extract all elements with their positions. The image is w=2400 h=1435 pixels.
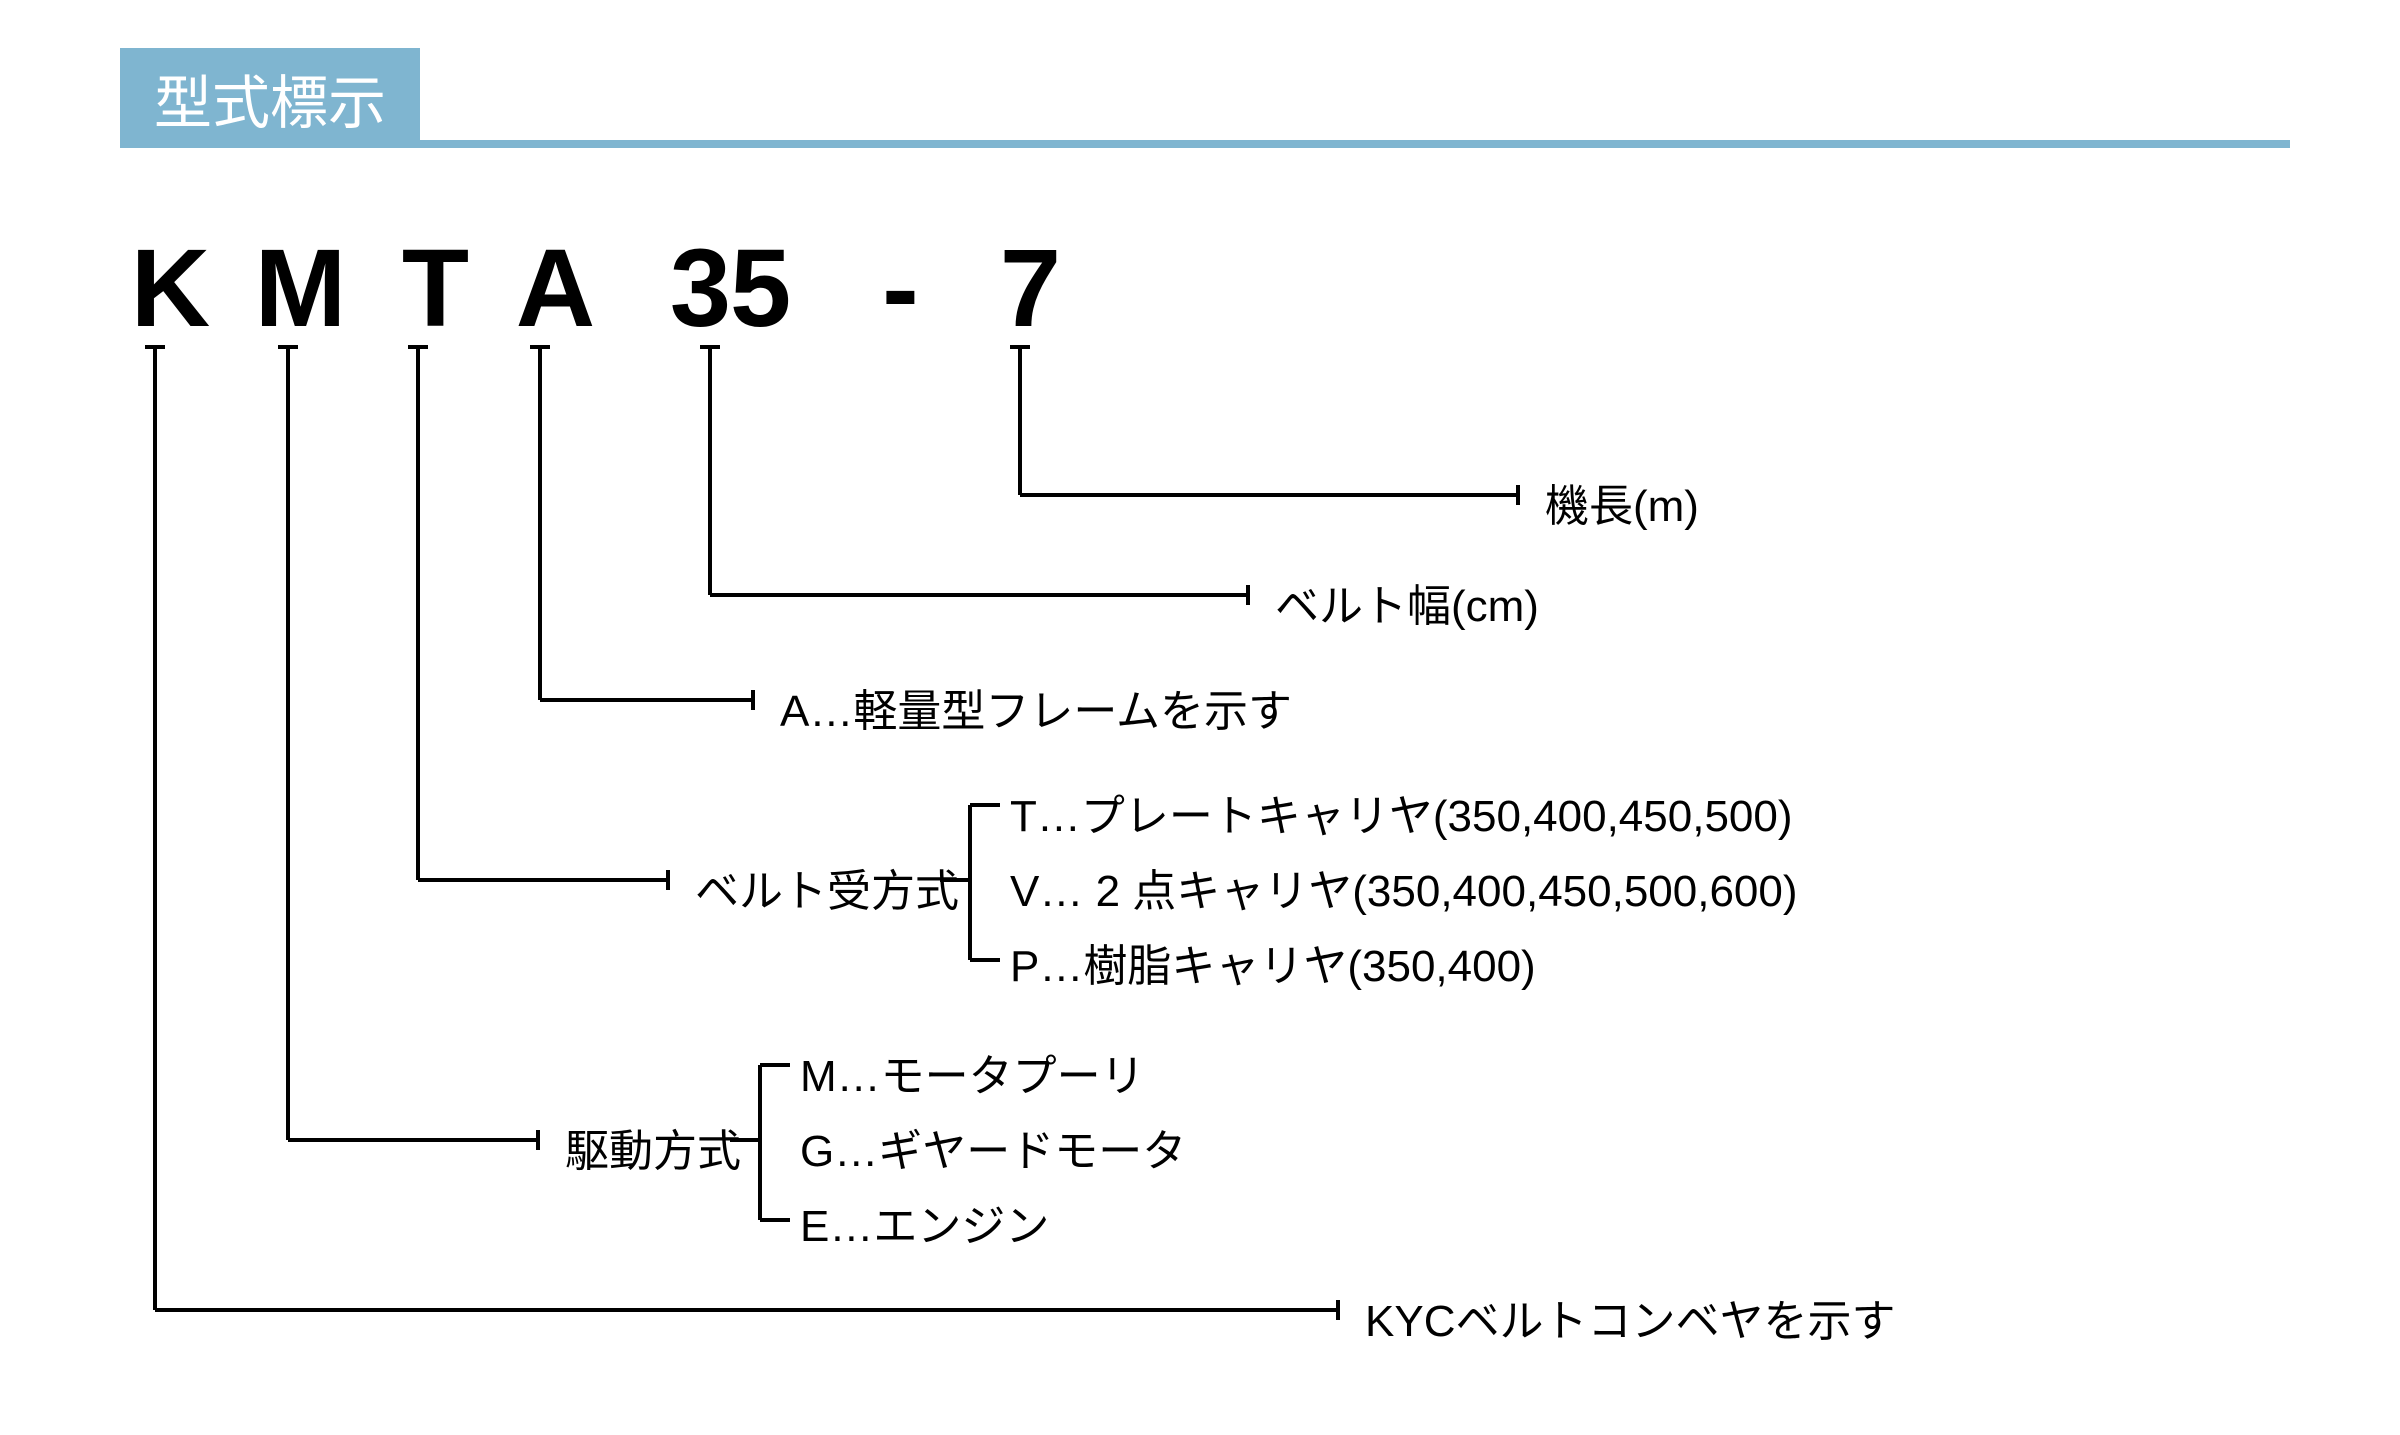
h-drive (288, 1138, 540, 1142)
bracket-item-belt_recv-2: P…樹脂キャリヤ(350,400) (1010, 930, 1536, 994)
bracket-spine-drive (758, 1065, 762, 1220)
header-badge-text: 型式標示 (154, 56, 386, 140)
model-char-K: K (115, 225, 225, 352)
tick-frame (751, 690, 755, 710)
drop-top-tick-width (700, 345, 720, 349)
tick-kyc (1336, 1300, 1340, 1320)
bracket-topstub-drive (760, 1063, 790, 1067)
label-width: ベルト幅(cm) (1275, 570, 1539, 634)
tick-belt_recv (666, 870, 670, 890)
drop-top-tick-drive (278, 345, 298, 349)
drop-drive (286, 345, 290, 1140)
h-frame (540, 698, 755, 702)
header-badge: 型式標示 (120, 48, 420, 148)
bracket-item-drive-1: G…ギヤードモータ (800, 1115, 1186, 1179)
drop-frame (538, 345, 542, 700)
h-length (1020, 493, 1520, 497)
label-belt_recv: ベルト受方式 (695, 855, 959, 919)
bracket-item-belt_recv-0: T…プレートキャリヤ(350,400,450,500) (1010, 780, 1793, 844)
drop-width (708, 345, 712, 595)
drop-kyc (153, 345, 157, 1310)
label-length: 機長(m) (1545, 470, 1699, 534)
model-char-M: M (240, 225, 360, 352)
drop-top-tick-length (1010, 345, 1030, 349)
tick-width (1246, 585, 1250, 605)
h-belt_recv (418, 878, 670, 882)
bracket-botstub-belt_recv (970, 958, 1000, 962)
bracket-item-belt_recv-1: V… 2 点キャリヤ(350,400,450,500,600) (1010, 855, 1798, 919)
label-drive: 駆動方式 (565, 1115, 741, 1179)
drop-belt_recv (416, 345, 420, 880)
bracket-midstub-belt_recv (940, 878, 970, 882)
model-char-35: 35 (640, 225, 820, 352)
model-char-A: A (500, 225, 610, 352)
tick-length (1516, 485, 1520, 505)
drop-length (1018, 345, 1022, 495)
label-frame: A…軽量型フレームを示す (780, 675, 1292, 739)
bracket-midstub-drive (730, 1138, 760, 1142)
bracket-item-drive-0: M…モータプーリ (800, 1040, 1145, 1104)
model-char-7: 7 (980, 225, 1080, 352)
tick-drive (536, 1130, 540, 1150)
bracket-spine-belt_recv (968, 805, 972, 960)
header-rule (420, 140, 2290, 148)
drop-top-tick-belt_recv (408, 345, 428, 349)
drop-top-tick-frame (530, 345, 550, 349)
h-width (710, 593, 1250, 597)
bracket-topstub-belt_recv (970, 803, 1000, 807)
bracket-botstub-drive (760, 1218, 790, 1222)
label-kyc: KYCベルトコンベヤを示す (1365, 1285, 1895, 1349)
drop-top-tick-kyc (145, 345, 165, 349)
bracket-item-drive-2: E…エンジン (800, 1190, 1049, 1254)
model-char-dash: - (860, 225, 940, 352)
model-char-T: T (380, 225, 490, 352)
h-kyc (155, 1308, 1340, 1312)
